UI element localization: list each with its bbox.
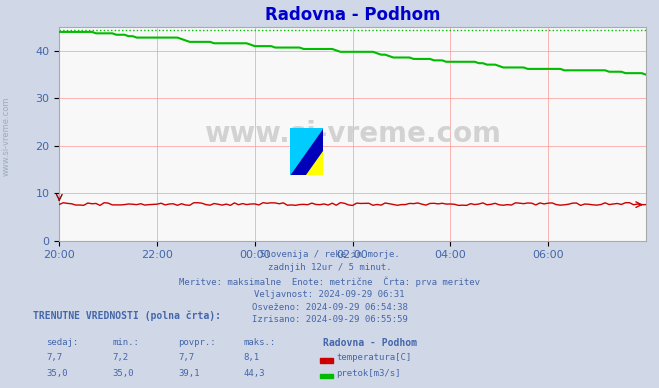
Text: Radovna - Podhom: Radovna - Podhom <box>323 338 417 348</box>
Bar <box>306 128 323 175</box>
Text: 7,7: 7,7 <box>178 353 194 362</box>
Text: 35,0: 35,0 <box>112 369 134 378</box>
Polygon shape <box>306 151 323 175</box>
Text: povpr.:: povpr.: <box>178 338 215 346</box>
Text: 7,2: 7,2 <box>112 353 128 362</box>
Text: www.si-vreme.com: www.si-vreme.com <box>204 120 501 148</box>
Text: 35,0: 35,0 <box>46 369 68 378</box>
Text: maks.:: maks.: <box>244 338 276 346</box>
Text: sedaj:: sedaj: <box>46 338 78 346</box>
Polygon shape <box>290 128 323 175</box>
Text: 8,1: 8,1 <box>244 353 260 362</box>
Text: min.:: min.: <box>112 338 139 346</box>
Text: 44,3: 44,3 <box>244 369 266 378</box>
Text: TRENUTNE VREDNOSTI (polna črta):: TRENUTNE VREDNOSTI (polna črta): <box>33 310 221 321</box>
Text: www.si-vreme.com: www.si-vreme.com <box>2 96 11 175</box>
Text: pretok[m3/s]: pretok[m3/s] <box>336 369 401 378</box>
Text: 7,7: 7,7 <box>46 353 62 362</box>
Polygon shape <box>290 128 323 175</box>
Text: 39,1: 39,1 <box>178 369 200 378</box>
Bar <box>290 128 306 175</box>
Title: Radovna - Podhom: Radovna - Podhom <box>265 6 440 24</box>
Text: temperatura[C]: temperatura[C] <box>336 353 411 362</box>
Text: Slovenija / reke in morje.
zadnjih 12ur / 5 minut.
Meritve: maksimalne  Enote: m: Slovenija / reke in morje. zadnjih 12ur … <box>179 250 480 324</box>
